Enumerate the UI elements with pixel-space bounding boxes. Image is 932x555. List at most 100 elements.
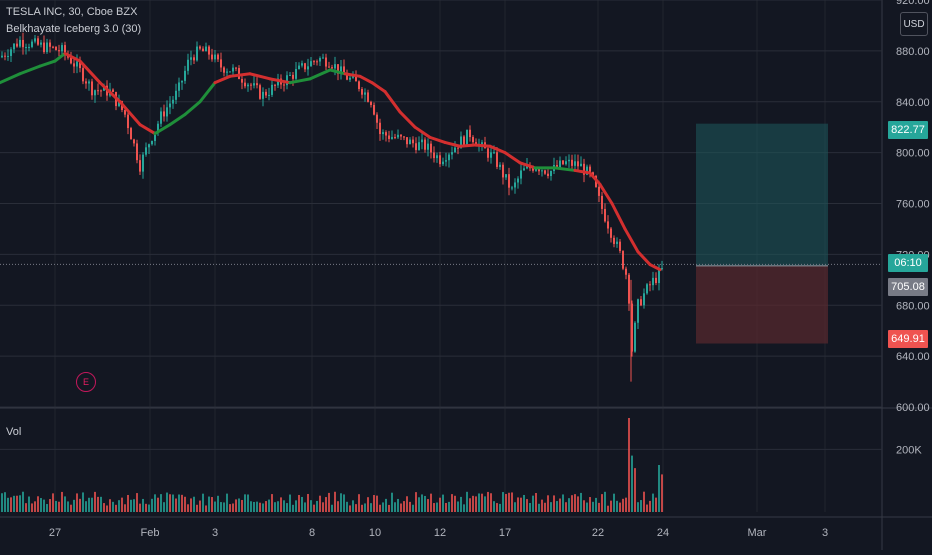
candle-body: [643, 293, 645, 306]
ema-segment: [458, 143, 477, 148]
volume-bar: [517, 497, 519, 512]
x-tick-label: 8: [309, 527, 315, 539]
candle-body: [112, 89, 114, 92]
volume-bar: [478, 493, 480, 512]
x-tick-label: 12: [434, 527, 446, 539]
candle-body: [175, 90, 177, 100]
symbol-legend[interactable]: TESLA INC, 30, Cboe BZX: [6, 6, 138, 18]
volume-bar: [226, 493, 228, 512]
ema-segment: [398, 110, 417, 129]
candle-body: [58, 50, 60, 52]
volume-bar: [634, 468, 636, 512]
candle-body: [520, 170, 522, 179]
volume-bar: [340, 493, 342, 512]
volume-bar: [388, 504, 390, 512]
candle-body: [490, 152, 492, 158]
volume-bar: [547, 495, 549, 512]
volume-bar: [331, 504, 333, 512]
candle-body: [85, 81, 87, 84]
volume-bar: [364, 503, 366, 512]
volume-bar: [211, 497, 213, 512]
candle-body: [544, 170, 546, 174]
currency-button[interactable]: USD: [900, 12, 928, 36]
volume-bar: [151, 498, 153, 512]
volume-bar: [175, 498, 177, 512]
y-tick-label: 600.00: [896, 402, 930, 414]
stop-loss-price-tag: 649.91: [888, 330, 928, 348]
candle-body: [535, 169, 537, 171]
candle-body: [562, 160, 564, 165]
volume-bar: [586, 502, 588, 512]
volume-bar: [529, 503, 531, 512]
volume-bar: [64, 496, 66, 512]
volume-bar: [358, 494, 360, 512]
candle-body: [229, 71, 231, 73]
volume-bar: [10, 497, 12, 512]
ema-segment: [598, 182, 614, 205]
volume-bars: [1, 418, 663, 512]
volume-bar: [184, 496, 186, 512]
ema-segment: [153, 123, 172, 136]
volume-legend[interactable]: Vol: [6, 426, 22, 438]
volume-bar: [148, 504, 150, 512]
volume-bar: [187, 504, 189, 512]
candle-body: [118, 101, 120, 107]
volume-bar: [46, 504, 48, 512]
volume-bar: [196, 504, 198, 512]
volume-bar: [535, 493, 537, 512]
candle-body: [10, 49, 12, 56]
volume-bar: [430, 493, 432, 512]
volume-bar: [655, 497, 657, 512]
volume-bar: [544, 502, 546, 512]
candle-body: [601, 195, 603, 209]
candle-body: [460, 136, 462, 149]
candle-body: [214, 54, 216, 60]
candle-body: [388, 135, 390, 139]
candle-body: [655, 277, 657, 284]
ema-segment: [53, 51, 67, 63]
volume-bar: [460, 496, 462, 512]
volume-bar: [178, 494, 180, 512]
candle-body: [421, 139, 423, 143]
volume-bar: [202, 493, 204, 512]
volume-bar: [568, 498, 570, 512]
volume-bar: [88, 497, 90, 512]
candle-body: [613, 237, 615, 244]
candle-body: [556, 165, 558, 168]
candle-body: [427, 143, 429, 150]
candle-body: [418, 142, 420, 151]
candle-body: [508, 174, 510, 188]
candle-body: [424, 139, 426, 150]
candle-body: [301, 63, 303, 66]
volume-bar: [307, 493, 309, 512]
candle-body: [322, 57, 324, 59]
earnings-marker-icon[interactable]: E: [76, 372, 96, 392]
volume-bar: [55, 500, 57, 512]
volume-bar: [4, 492, 6, 512]
volume-bar: [130, 499, 132, 512]
volume-bar: [115, 504, 117, 512]
volume-bar: [505, 493, 507, 512]
volume-bar: [481, 493, 483, 512]
candle-body: [409, 139, 411, 145]
candle-body: [358, 81, 360, 90]
volume-bar: [511, 492, 513, 512]
volume-bar: [436, 502, 438, 512]
candle-body: [499, 164, 501, 167]
volume-bar: [466, 491, 468, 512]
volume-bar: [289, 494, 291, 512]
candle-body: [379, 122, 381, 135]
indicator-legend[interactable]: Belkhayate Iceberg 3.0 (30): [6, 23, 142, 35]
axes: 600.00640.00680.00720.00760.00800.00840.…: [49, 0, 930, 539]
candle-body: [127, 114, 129, 129]
candle-body: [316, 61, 318, 63]
volume-bar: [385, 498, 387, 512]
candle-body: [652, 277, 654, 286]
volume-bar: [214, 501, 216, 512]
volume-bar: [277, 501, 279, 512]
volume-bar: [265, 501, 267, 512]
price-scale-bg: [882, 0, 932, 550]
volume-bar: [346, 501, 348, 512]
ema-segment: [358, 74, 374, 85]
